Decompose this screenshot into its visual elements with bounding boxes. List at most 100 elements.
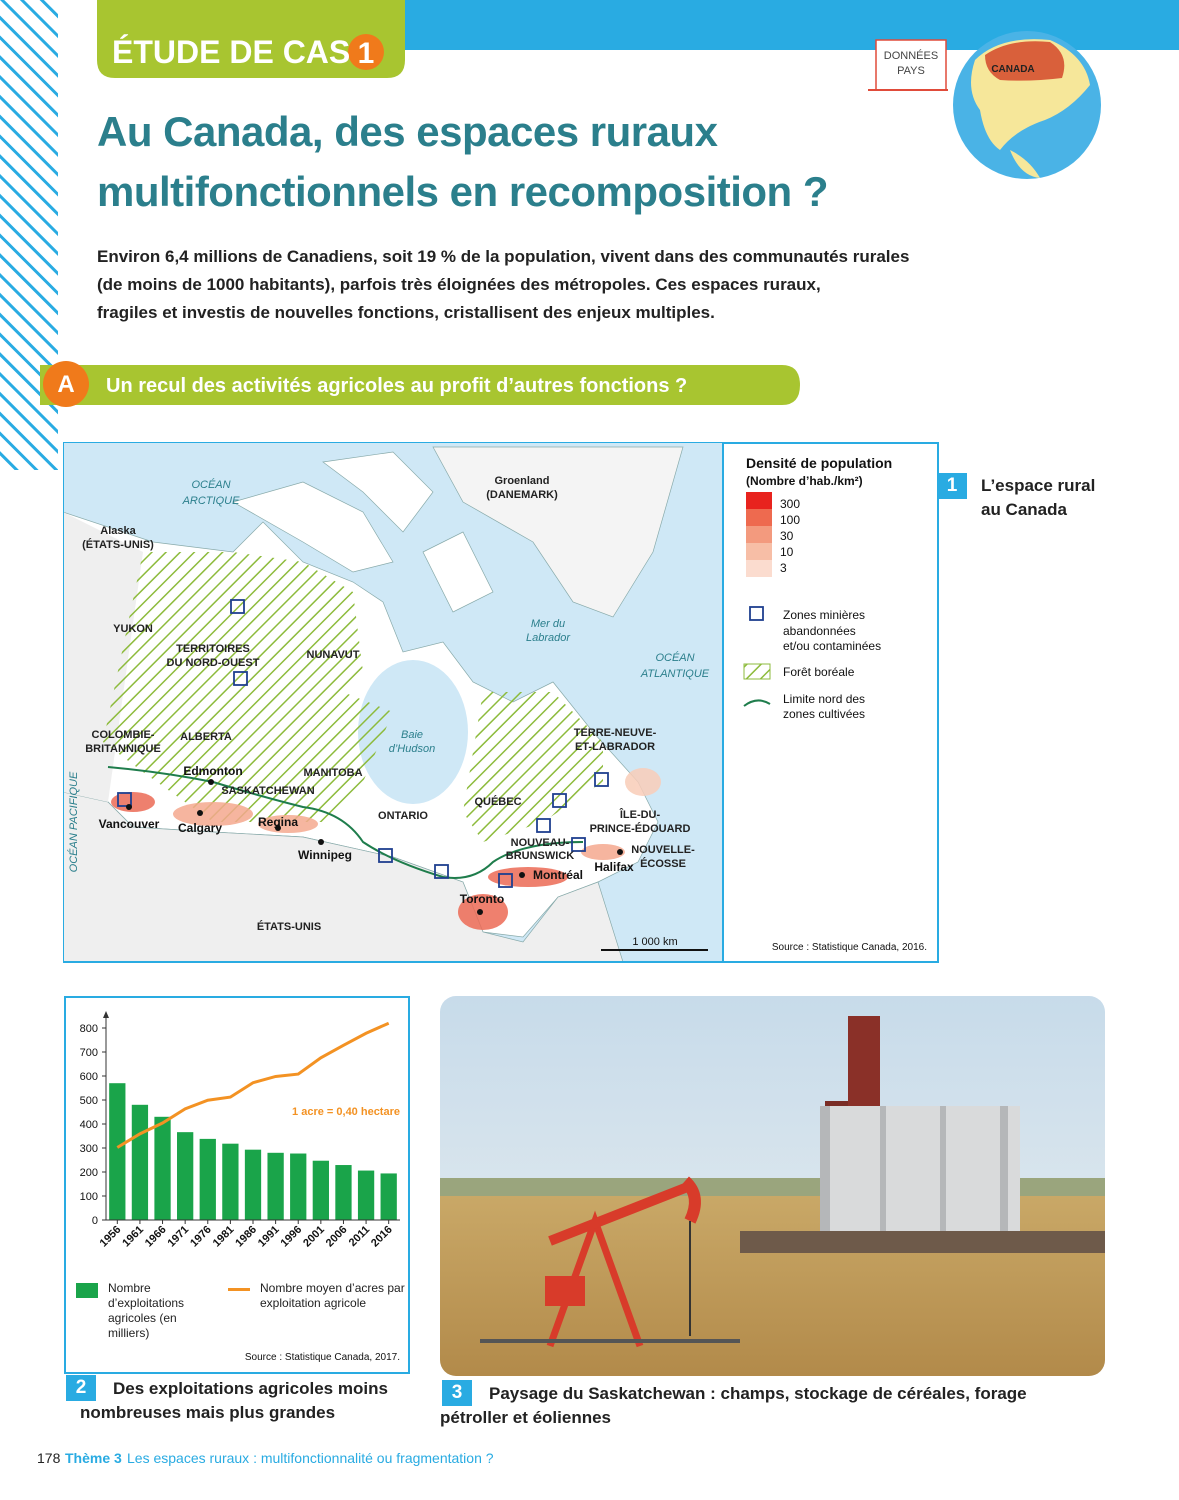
greenland — [432, 446, 684, 618]
city — [275, 825, 281, 831]
legend-swatch — [76, 1283, 98, 1298]
silo-shade — [1000, 1106, 1008, 1246]
map-label: YUKON — [113, 623, 153, 635]
case-number: 1 — [358, 37, 375, 70]
map: OCÉAN ARCTIQUE Groenland (DANEMARK) Alas… — [64, 443, 722, 961]
pumpjack-beam — [548, 1183, 687, 1246]
x-tick-label: 1981 — [211, 1224, 237, 1250]
map-label: QUÉBEC — [474, 795, 521, 808]
mining-zone — [594, 772, 609, 787]
y-tick-label: 700 — [80, 1047, 98, 1059]
legend-swatch — [746, 526, 772, 543]
density-area — [581, 844, 625, 860]
counterweight — [545, 1276, 585, 1306]
map-source: Source : Statistique Canada, 2016. — [772, 942, 927, 953]
bar — [199, 1138, 216, 1220]
density-area — [173, 802, 253, 826]
chart: 0100200300400500600700800195619611966197… — [80, 1011, 400, 1250]
map-label: Groenland — [494, 475, 549, 487]
data-badge-text: PAYS — [897, 65, 925, 77]
bar — [267, 1152, 284, 1220]
globe-canada — [985, 41, 1065, 81]
city — [208, 779, 214, 785]
boreal-forest — [103, 552, 603, 842]
mining-zone — [434, 864, 449, 879]
map-label: DU NORD-OUEST — [167, 657, 260, 669]
legend-swatch — [746, 543, 772, 560]
map-label: ÉTATS-UNIS — [257, 920, 321, 933]
bar — [312, 1160, 329, 1220]
x-tick-label: 1986 — [233, 1224, 259, 1250]
map-label: Toronto — [460, 892, 504, 906]
legend-swatch — [746, 560, 772, 577]
map-label: d’Hudson — [389, 743, 435, 755]
photo — [440, 996, 1105, 1376]
bar — [244, 1149, 262, 1220]
y-tick-label: 200 — [80, 1167, 98, 1179]
map-label: Edmonton — [183, 764, 242, 778]
map-label: Regina — [258, 815, 298, 829]
legend-text: et/ou contaminées — [783, 639, 881, 653]
map-label: OCÉAN — [655, 651, 694, 664]
map-figure: OCÉAN ARCTIQUE Groenland (DANEMARK) Alas… — [63, 442, 939, 963]
chart-frame: 0 100 200 300 400 500 600 700 800 1956 1961 1966 197… — [64, 996, 410, 1374]
map-label: BRITANNIQUE — [85, 743, 161, 755]
y-tick-label: 500 — [80, 1095, 98, 1107]
map-label: ONTARIO — [378, 810, 428, 822]
grain-elevator — [740, 1016, 1105, 1253]
elevator-tower — [848, 1016, 880, 1111]
map-label: ALBERTA — [180, 731, 232, 743]
map-label: BRUNSWICK — [506, 850, 574, 862]
cities — [126, 779, 623, 915]
legend-forest — [743, 663, 771, 680]
figure-caption: Paysage du Saskatchewan : champs, stocka… — [489, 1384, 1027, 1403]
map-label: Baie — [401, 729, 423, 741]
section-letter: A — [57, 371, 74, 398]
chart-source: Source : Statistique Canada, 2017. — [244, 1352, 400, 1363]
section-letter-circle — [43, 361, 89, 407]
mining-zone — [571, 837, 586, 852]
legend-text: abandonnées — [783, 624, 856, 638]
city — [197, 810, 203, 816]
legend-text: zones cultivées — [783, 707, 865, 721]
x-tick-label: 1991 — [256, 1224, 282, 1250]
map-label: SASKATCHEWAN — [221, 785, 314, 797]
map-label: NUNAVUT — [307, 649, 360, 661]
bar — [357, 1170, 375, 1220]
footer-theme: Thème 3 — [65, 1450, 122, 1466]
figure-number: 3 — [442, 1380, 472, 1406]
annotation: 1 acre = 0,40 hectare — [292, 1106, 400, 1118]
pumpjack — [480, 1176, 740, 1348]
bar — [335, 1165, 352, 1220]
decoration: ÉTUDE DE CAS 1 DONNÉES PAYS CANADA A Un … — [0, 0, 1179, 470]
x-tick-label: 2016 — [369, 1224, 395, 1250]
map-label: NOUVEAU- — [511, 837, 570, 849]
silo-shade — [820, 1106, 830, 1246]
section-bar — [40, 365, 800, 405]
legend-unit: (Nombre d’hab./km²) — [746, 474, 863, 488]
figure-caption: L’espace rural — [981, 476, 1096, 495]
map-label: Labrador — [526, 632, 571, 644]
case-label: ÉTUDE DE CAS — [112, 34, 350, 70]
map-label: ET-LABRADOR — [575, 741, 655, 753]
figure-number: 1 — [937, 473, 967, 499]
x-tick-label: 1976 — [188, 1224, 214, 1250]
city — [126, 804, 132, 810]
map-label: Calgary — [178, 821, 222, 835]
map-label: PRINCE-ÉDOUARD — [590, 822, 691, 835]
y-tick-label: 400 — [80, 1119, 98, 1131]
mining-zone — [552, 793, 567, 808]
x-tick-label: 2006 — [324, 1224, 350, 1250]
map-label: ATLANTIQUE — [640, 668, 710, 680]
density-area — [625, 768, 661, 796]
map-label: TERRITOIRES — [176, 643, 250, 655]
city — [519, 872, 525, 878]
y-tick-label: 0 — [92, 1215, 98, 1227]
case-number-circle — [348, 34, 384, 70]
mining-zone — [230, 599, 245, 614]
city — [477, 909, 483, 915]
case-tab — [97, 0, 405, 78]
x-tick-label: 1956 — [98, 1224, 124, 1250]
bar — [131, 1104, 149, 1220]
x-tick-label: 1966 — [143, 1224, 169, 1250]
